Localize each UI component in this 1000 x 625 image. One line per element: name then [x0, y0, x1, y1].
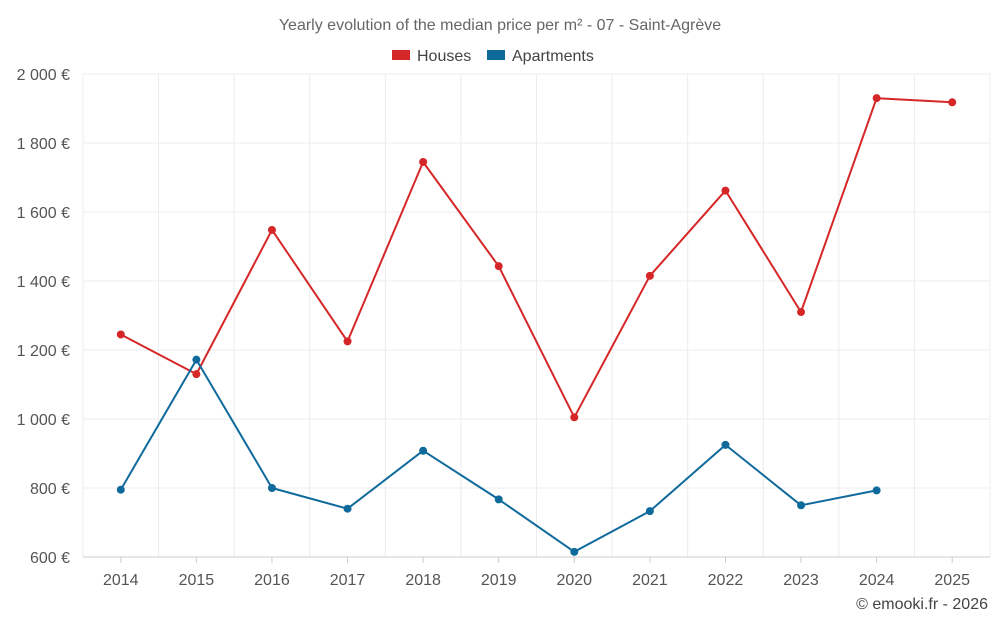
x-tick-label: 2024 [859, 572, 895, 589]
data-point-apartments [645, 507, 654, 516]
x-tick-label: 2020 [556, 572, 592, 589]
y-tick-label: 1 000 € [17, 412, 70, 429]
y-tick-label: 600 € [30, 550, 70, 567]
x-tick-label: 2018 [405, 572, 441, 589]
y-tick-label: 1 200 € [17, 343, 70, 360]
series-line-houses [120, 97, 953, 419]
data-point-houses [343, 337, 352, 346]
legend-label-houses: Houses [417, 48, 471, 65]
data-point-apartments [721, 440, 730, 449]
chart-title: Yearly evolution of the median price per… [279, 17, 721, 34]
data-point-houses [570, 413, 579, 422]
data-point-apartments [343, 504, 352, 513]
data-point-houses [494, 262, 503, 271]
data-point-houses [192, 370, 201, 379]
data-point-apartments [192, 355, 201, 364]
data-point-houses [116, 330, 125, 339]
data-point-apartments [419, 446, 428, 455]
data-point-houses [419, 157, 428, 166]
data-point-apartments [570, 547, 579, 556]
series-group [116, 94, 957, 556]
x-tick-label: 2017 [330, 572, 366, 589]
x-tick-label: 2021 [632, 572, 668, 589]
data-point-houses [797, 308, 806, 317]
data-point-apartments [494, 495, 503, 504]
y-tick-label: 2 000 € [17, 67, 70, 84]
data-point-houses [645, 271, 654, 280]
data-point-apartments [797, 501, 806, 510]
grid [82, 73, 991, 558]
legend-swatch-apartments [487, 50, 505, 60]
data-point-apartments [267, 484, 276, 492]
x-tick-label: 2019 [481, 572, 517, 589]
x-tick-label: 2022 [708, 572, 744, 589]
data-point-houses [721, 186, 730, 195]
x-tick-label: 2016 [254, 572, 290, 589]
x-axis-ticks: 2014 2015 2016 2017 2018 2019 2020 2021 2022 2023… [103, 557, 970, 589]
y-tick-label: 1 400 € [17, 274, 70, 291]
y-tick-label: 800 € [30, 481, 70, 498]
y-tick-label: 1 600 € [17, 205, 70, 222]
y-tick-label: 1 800 € [17, 136, 70, 153]
data-point-houses [948, 98, 957, 107]
data-point-houses [872, 94, 881, 103]
data-point-apartments [872, 486, 881, 495]
legend-label-apartments: Apartments [512, 48, 594, 65]
credit-text: © emooki.fr - 2026 [856, 596, 988, 613]
data-point-apartments [116, 485, 125, 494]
legend: Houses Apartments [392, 48, 594, 65]
data-point-houses [267, 225, 276, 234]
legend-swatch-houses [392, 50, 410, 60]
y-axis-ticks: 600 € 800 € 1 000 € 1 200 € 1 400 € 1 600 € 1 … [17, 67, 70, 567]
x-tick-label: 2025 [934, 572, 970, 589]
x-tick-label: 2015 [179, 572, 215, 589]
x-tick-label: 2014 [103, 572, 139, 589]
x-tick-label: 2023 [783, 572, 819, 589]
